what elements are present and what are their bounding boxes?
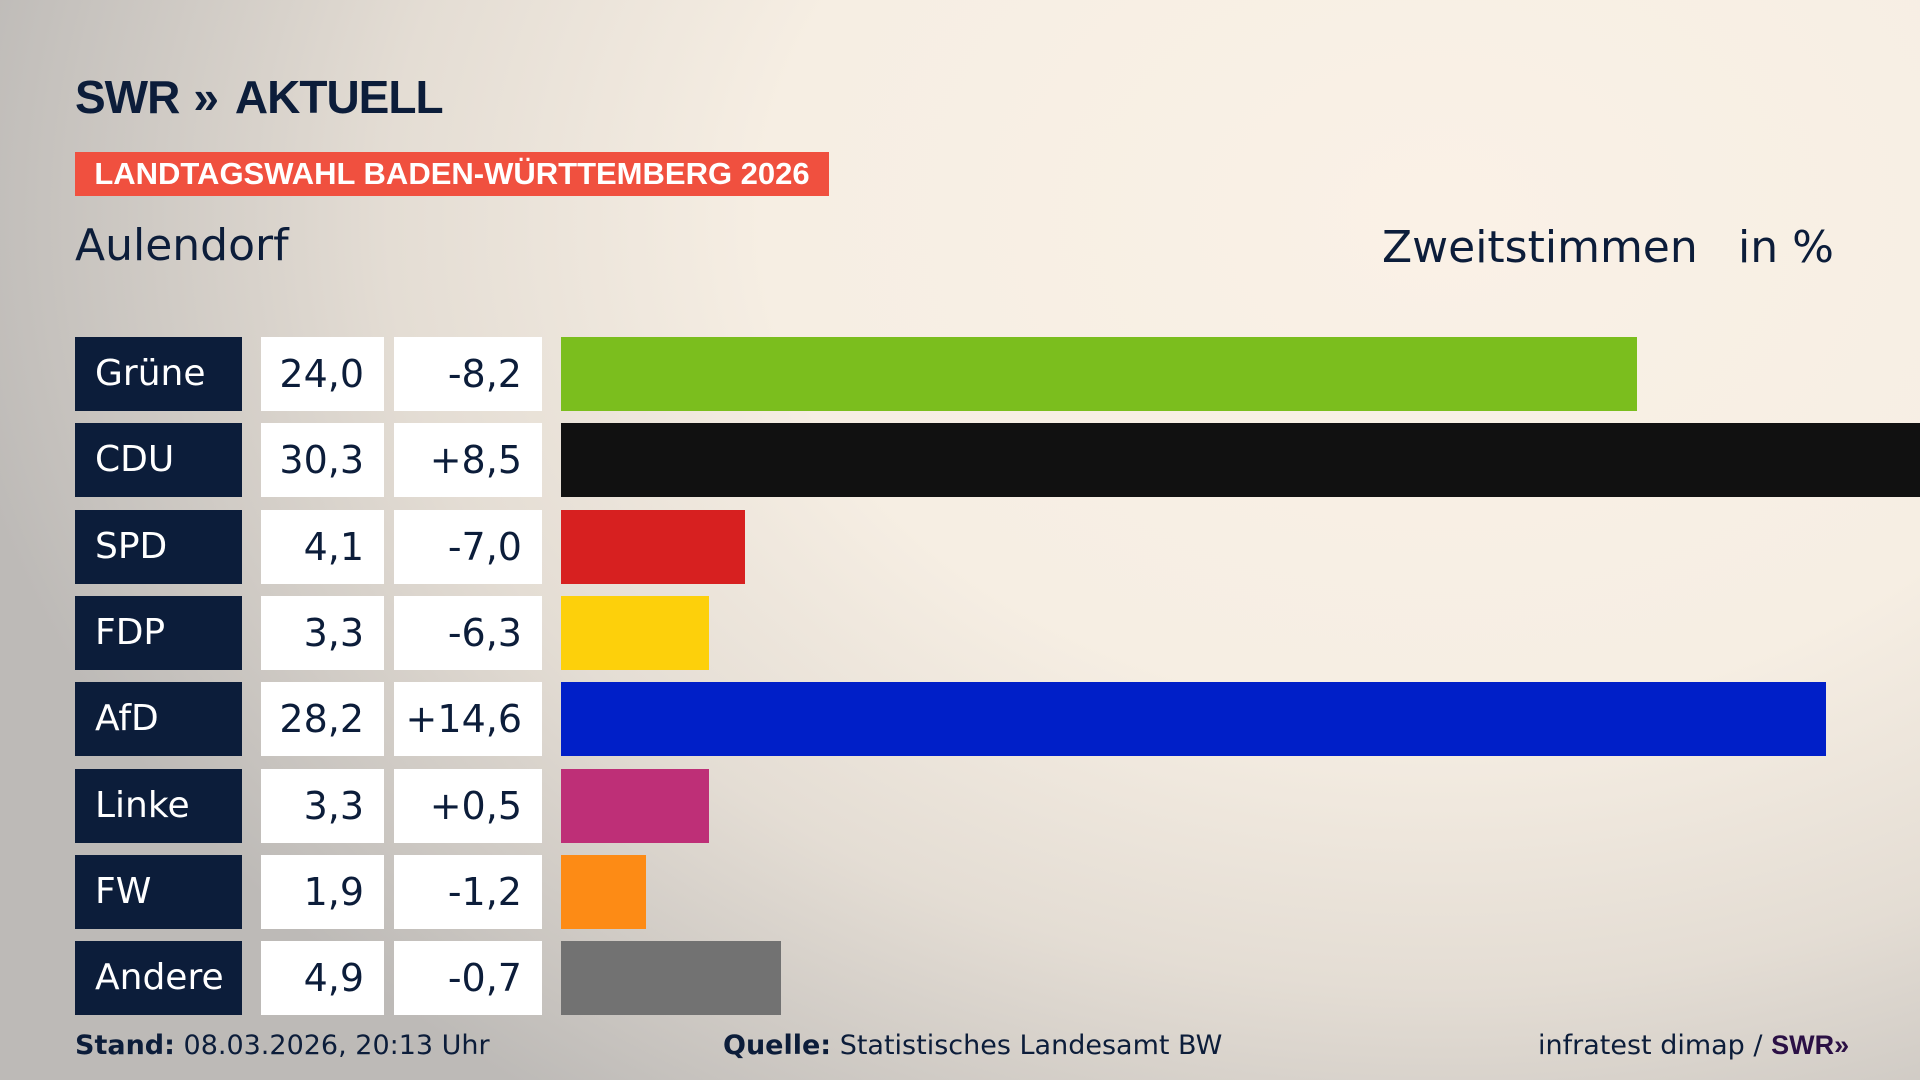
change-label: -0,7: [394, 941, 542, 1016]
vote-share-label: 24,0: [261, 337, 384, 411]
stand-value: 08.03.2026, 20:13 Uhr: [183, 1030, 490, 1061]
party-label: Grüne: [75, 337, 242, 411]
vote-share-label: 4,9: [261, 941, 384, 1016]
party-label: Linke: [75, 768, 242, 843]
logo-chevron-icon: »: [193, 71, 218, 123]
source-label: Quelle:: [723, 1030, 832, 1061]
footer-stand: Stand: 08.03.2026, 20:13 Uhr: [75, 1030, 490, 1061]
party-label: FDP: [75, 595, 242, 670]
vote-share-label: 3,3: [261, 595, 384, 670]
footer-source: Quelle: Statistisches Landesamt BW: [723, 1030, 1222, 1061]
election-banner: LANDTAGSWAHL BADEN-WÜRTTEMBERG 2026: [75, 152, 829, 196]
vote-share-bar: [561, 854, 647, 929]
vote-share-bar: [561, 595, 709, 670]
party-row: Andere 4,9 -0,7: [75, 941, 1875, 1016]
stand-label: Stand:: [75, 1030, 175, 1061]
logo-swr: SWR: [75, 71, 180, 123]
party-row: Linke 3,3 +0,5: [75, 768, 1875, 843]
party-label: FW: [75, 854, 242, 929]
change-label: -1,2: [394, 854, 542, 929]
party-row: SPD 4,1 -7,0: [75, 509, 1875, 584]
vote-share-label: 3,3: [261, 768, 384, 843]
vote-share-bar: [561, 337, 1638, 411]
vote-share-bar: [561, 941, 781, 1016]
party-row: FDP 3,3 -6,3: [75, 595, 1875, 670]
party-row: AfD 28,2 +14,6: [75, 682, 1875, 757]
party-label: CDU: [75, 423, 242, 498]
party-row: CDU 30,3 +8,5: [75, 423, 1920, 498]
change-label: -6,3: [394, 595, 542, 670]
swr-small-logo: SWR»: [1771, 1030, 1850, 1060]
vote-share-label: 28,2: [261, 682, 384, 757]
vote-share-label: 4,1: [261, 509, 384, 584]
change-label: +8,5: [394, 423, 542, 498]
party-label: Andere: [75, 941, 242, 1016]
change-label: +14,6: [394, 682, 542, 757]
swr-aktuell-logo: SWR» AKTUELL: [75, 70, 444, 124]
change-label: -7,0: [394, 509, 542, 584]
source-value: Statistisches Landesamt BW: [839, 1030, 1223, 1061]
vote-share-bar: [561, 682, 1826, 757]
party-label: SPD: [75, 509, 242, 584]
credit-text: infratest dimap /: [1538, 1030, 1763, 1061]
footer-credit: infratest dimap / SWR»: [1538, 1030, 1849, 1061]
vote-share-label: 1,9: [261, 854, 384, 929]
logo-aktuell: AKTUELL: [234, 71, 444, 123]
change-label: +0,5: [394, 768, 542, 843]
metric-label: Zweitstimmen: [1382, 222, 1698, 273]
vote-share-bar: [561, 768, 709, 843]
party-row: Grüne 24,0 -8,2: [75, 337, 1875, 411]
vote-share-bar: [561, 423, 1920, 498]
unit-label: in %: [1738, 222, 1834, 273]
place-title: Aulendorf: [75, 220, 289, 271]
vote-share-bar: [561, 509, 745, 584]
change-label: -8,2: [394, 337, 542, 411]
vote-share-label: 30,3: [261, 423, 384, 498]
party-row: FW 1,9 -1,2: [75, 854, 1875, 929]
party-label: AfD: [75, 682, 242, 757]
